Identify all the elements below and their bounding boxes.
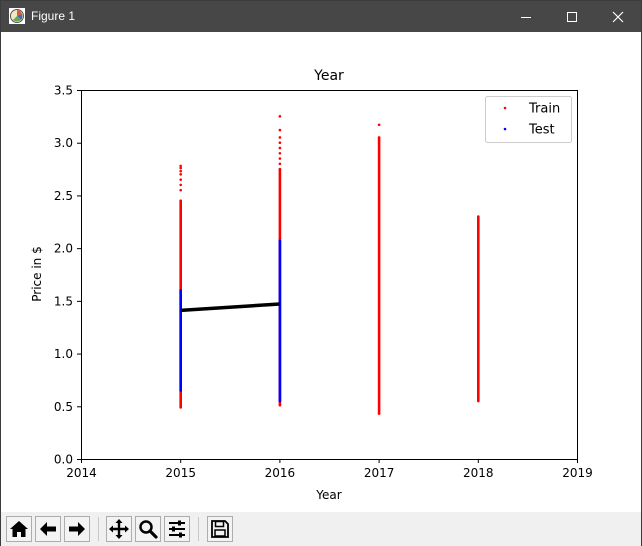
back-button[interactable] xyxy=(35,516,61,542)
matplotlib-app-icon xyxy=(9,8,25,24)
scatter-point xyxy=(179,188,182,192)
scatter-point xyxy=(179,183,182,187)
axes-background xyxy=(81,90,577,459)
pan-button[interactable] xyxy=(106,516,132,542)
back-icon xyxy=(40,522,56,536)
configure-subplots-button[interactable] xyxy=(164,516,190,542)
x-tick-label: 2017 xyxy=(364,466,395,480)
legend-box xyxy=(485,96,572,143)
legend: Train Test xyxy=(485,96,572,143)
y-tick-label: 3.0 xyxy=(54,136,73,150)
scatter-point xyxy=(278,151,282,155)
x-tick-label: 2019 xyxy=(562,466,593,480)
pan-icon xyxy=(109,519,129,539)
home-icon xyxy=(10,521,28,537)
y-tick-label: 1.0 xyxy=(54,347,73,361)
window-title: Figure 1 xyxy=(31,9,76,23)
x-tick-label: 2015 xyxy=(165,466,196,480)
save-icon xyxy=(211,520,229,538)
y-axis-label: Price in $ xyxy=(30,246,44,301)
axes-frame xyxy=(81,90,578,460)
x-axis-label: Year xyxy=(315,488,341,502)
y-tick-label: 2.5 xyxy=(54,189,73,203)
toolbar-separator xyxy=(98,517,99,541)
zoom-button[interactable] xyxy=(135,516,161,542)
scatter-point xyxy=(377,412,381,415)
zoom-icon xyxy=(139,520,158,539)
figure-canvas[interactable]: 2014 2015 2016 2017 2018 2019 0.0 0.5 1.0 1.5 2.0… xyxy=(1,32,641,512)
x-axis: 2014 2015 2016 2017 2018 2019 xyxy=(66,459,593,480)
close-icon xyxy=(612,11,624,22)
title-bar[interactable]: Figure 1 xyxy=(1,1,641,32)
plot-layer xyxy=(179,115,480,415)
scatter-point xyxy=(278,146,282,150)
y-tick-label: 1.5 xyxy=(54,294,73,308)
scatter-point xyxy=(278,136,282,139)
y-tick-label: 2.0 xyxy=(54,242,73,256)
legend-marker-test xyxy=(503,127,507,131)
series-test xyxy=(179,239,282,403)
y-tick-label: 0.0 xyxy=(54,453,73,467)
toolbar-separator xyxy=(198,517,199,541)
maximize-icon xyxy=(567,11,577,22)
series-trend-line xyxy=(180,302,281,313)
legend-label-train: Train xyxy=(528,102,560,117)
scatter-point xyxy=(179,406,182,409)
scatter-point xyxy=(278,128,282,132)
scatter-point xyxy=(477,215,480,218)
home-button[interactable] xyxy=(6,516,32,542)
scatter-point xyxy=(278,115,282,118)
scatter-point xyxy=(179,164,182,168)
minimize-button[interactable] xyxy=(503,1,549,32)
scatter-point xyxy=(278,141,282,145)
trend-line xyxy=(180,302,281,313)
legend-label-test: Test xyxy=(528,123,555,138)
configure-subplots-icon xyxy=(169,520,185,538)
scatter-point xyxy=(278,162,282,166)
close-button[interactable] xyxy=(595,1,641,32)
y-tick-label: 3.5 xyxy=(54,84,73,98)
x-tick-label: 2018 xyxy=(463,466,494,480)
navigation-toolbar xyxy=(1,512,641,546)
chart-title: Year xyxy=(313,68,344,84)
scatter-point xyxy=(179,199,182,202)
forward-icon xyxy=(69,522,85,536)
maximize-button[interactable] xyxy=(549,1,595,32)
x-tick-label: 2016 xyxy=(265,466,296,480)
minimize-icon xyxy=(521,16,531,18)
scatter-point xyxy=(377,136,381,139)
y-axis: 0.0 0.5 1.0 1.5 2.0 2.5 3.0 3.5 xyxy=(54,84,81,467)
scatter-point xyxy=(477,399,480,403)
legend-marker-train xyxy=(503,106,507,110)
scatter-point xyxy=(179,178,182,181)
scatter-point xyxy=(278,239,282,243)
scatter-chart: 2014 2015 2016 2017 2018 2019 0.0 0.5 1.0 1.5 2.0… xyxy=(30,68,593,502)
scatter-point xyxy=(278,167,282,171)
scatter-point xyxy=(179,166,182,170)
x-tick-label: 2014 xyxy=(66,466,97,480)
scatter-point xyxy=(278,157,282,160)
save-button[interactable] xyxy=(207,516,233,542)
y-tick-label: 0.5 xyxy=(54,400,73,414)
scatter-point xyxy=(179,173,182,176)
forward-button[interactable] xyxy=(64,516,90,542)
scatter-point xyxy=(278,403,282,407)
scatter-point xyxy=(179,289,182,292)
scatter-point xyxy=(278,399,282,403)
scatter-point xyxy=(179,169,182,173)
scatter-point xyxy=(377,123,381,127)
scatter-point xyxy=(179,389,182,392)
